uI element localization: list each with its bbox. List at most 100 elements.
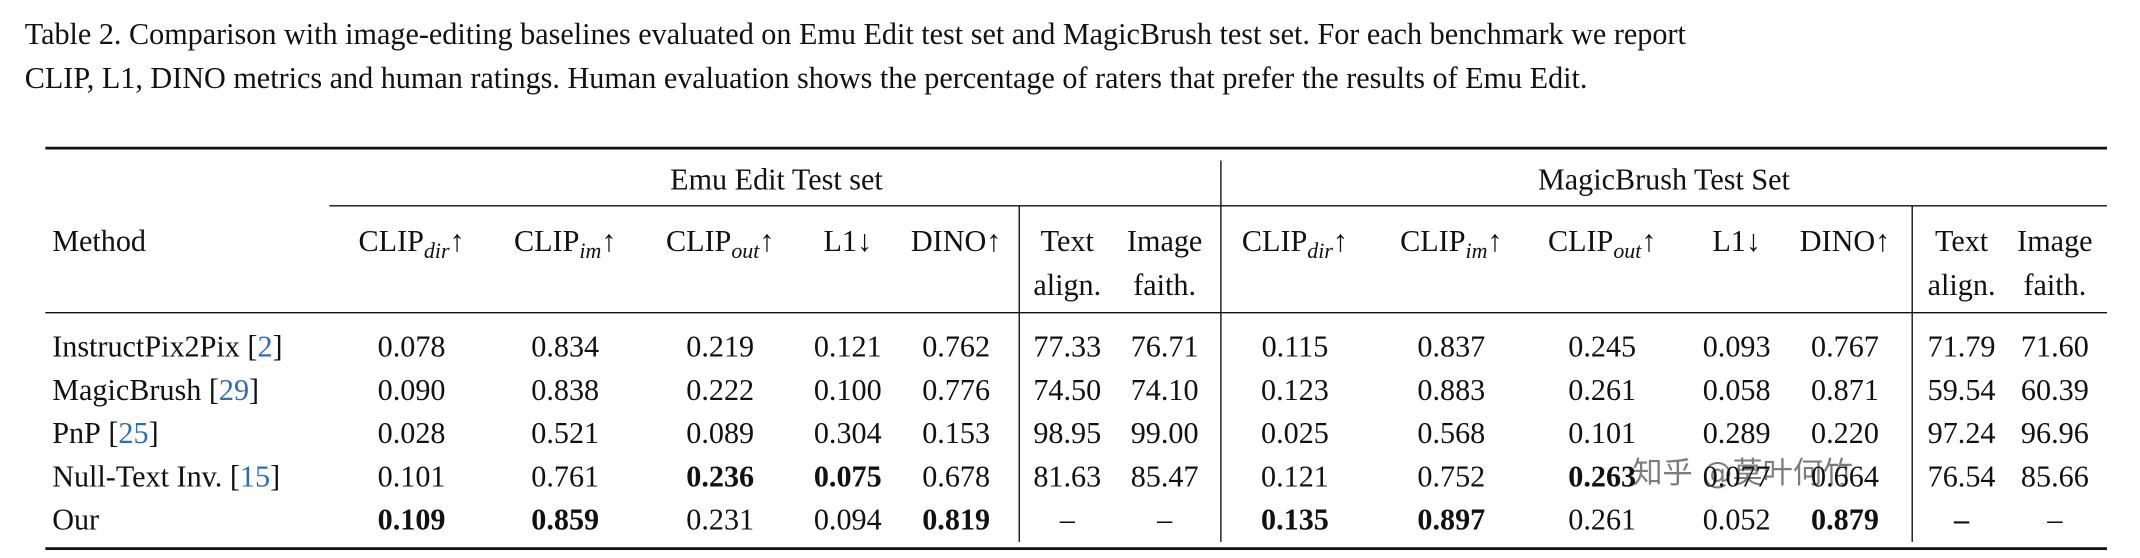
cell: 0.100 xyxy=(814,373,882,407)
column-header: CLIPdir↑ xyxy=(1242,224,1348,263)
cell: – xyxy=(2046,502,2063,536)
cell: 76.71 xyxy=(1131,330,1199,364)
row-method: Our xyxy=(52,502,99,536)
column-header: CLIPim↑ xyxy=(1400,224,1502,263)
cell: 0.837 xyxy=(1417,330,1485,364)
column-header: L1↓ xyxy=(823,224,872,258)
cell: 74.10 xyxy=(1131,373,1199,407)
header-arrow: ↑ xyxy=(601,224,616,258)
cell: 0.871 xyxy=(1811,373,1879,407)
header-arrow: ↑ xyxy=(1487,224,1502,258)
cell: 0.219 xyxy=(686,330,754,364)
cell: 0.263 xyxy=(1568,459,1636,493)
ref-bracket: [ xyxy=(108,416,118,450)
method-name: InstructPix2Pix xyxy=(52,330,240,364)
cell: 0.261 xyxy=(1568,373,1636,407)
cell: 0.101 xyxy=(1568,416,1636,450)
column-header: DINO↑ xyxy=(911,224,1001,258)
header-sub: dir xyxy=(424,238,450,263)
cell: 0.025 xyxy=(1261,416,1329,450)
cell: 0.289 xyxy=(1703,416,1771,450)
cell: 0.135 xyxy=(1261,502,1329,536)
cell: 0.058 xyxy=(1703,373,1771,407)
column-header: L1↓ xyxy=(1712,224,1761,258)
cell: 0.115 xyxy=(1262,330,1329,364)
cell: – xyxy=(1059,502,1076,536)
header-main: CLIP xyxy=(1400,224,1465,258)
group-header: Emu Edit Test set xyxy=(670,162,883,196)
method-name: Our xyxy=(52,502,99,536)
column-header: Image xyxy=(2017,224,2092,258)
cell: 0.101 xyxy=(378,459,446,493)
cell: 0.762 xyxy=(922,330,990,364)
row-method: MagicBrush [29] xyxy=(52,373,259,407)
header-main: DINO xyxy=(1800,224,1875,258)
cell: 85.47 xyxy=(1131,459,1199,493)
cell: 71.79 xyxy=(1928,330,1996,364)
header-main: CLIP xyxy=(1242,224,1307,258)
cell: 0.090 xyxy=(378,373,446,407)
cell: 81.63 xyxy=(1033,459,1101,493)
header-main: CLIP xyxy=(514,224,579,258)
header-sub: out xyxy=(731,238,760,263)
cell: 0.089 xyxy=(686,416,754,450)
header-sub: out xyxy=(1613,238,1642,263)
cell: 0.075 xyxy=(814,459,882,493)
cell: 0.678 xyxy=(922,459,990,493)
cell: 0.077 xyxy=(1703,459,1771,493)
ref-bracket: [ xyxy=(247,330,257,364)
row-method: Null-Text Inv. [15] xyxy=(52,459,280,493)
header-arrow: ↓ xyxy=(857,224,872,258)
cell: 0.767 xyxy=(1811,330,1879,364)
cell: 96.96 xyxy=(2021,416,2089,450)
column-header: align. xyxy=(1033,268,1101,302)
cell: 0.521 xyxy=(531,416,599,450)
cell: 0.568 xyxy=(1417,416,1485,450)
header-main: L1 xyxy=(823,224,857,258)
cell: 0.109 xyxy=(378,502,446,536)
column-header: CLIPout↑ xyxy=(666,224,774,263)
header-arrow: ↑ xyxy=(1875,224,1890,258)
cell: 0.093 xyxy=(1703,330,1771,364)
caption-line: Table 2. Comparison with image-editing b… xyxy=(25,17,1687,51)
cell: 0.664 xyxy=(1811,459,1879,493)
column-header: Method xyxy=(52,224,146,258)
cell: 0.028 xyxy=(378,416,446,450)
cell: 0.245 xyxy=(1568,330,1636,364)
header-main: L1 xyxy=(1712,224,1746,258)
ref-bracket: ] xyxy=(149,416,159,450)
cell: 74.50 xyxy=(1033,373,1101,407)
citation: 15 xyxy=(240,459,270,493)
cell: 0.220 xyxy=(1811,416,1879,450)
header-arrow: ↑ xyxy=(759,224,774,258)
cell: 99.00 xyxy=(1131,416,1199,450)
method-name: Null-Text Inv. xyxy=(52,459,222,493)
cell: 0.236 xyxy=(686,459,754,493)
cell: 0.819 xyxy=(922,502,990,536)
cell: 0.121 xyxy=(814,330,882,364)
header-arrow: ↓ xyxy=(1746,224,1761,258)
column-header: Text xyxy=(1935,224,1989,258)
column-header: Text xyxy=(1041,224,1095,258)
citation: 29 xyxy=(219,373,249,407)
header-arrow: ↑ xyxy=(1333,224,1348,258)
caption-label: Table 2. xyxy=(25,17,122,51)
header-main: CLIP xyxy=(1548,224,1613,258)
cell: 98.95 xyxy=(1033,416,1101,450)
cell: 76.54 xyxy=(1928,459,1996,493)
cell: 0.261 xyxy=(1568,502,1636,536)
caption-line: CLIP, L1, DINO metrics and human ratings… xyxy=(25,61,1588,95)
ref-bracket: ] xyxy=(273,330,283,364)
cell: 0.153 xyxy=(922,416,990,450)
cell: 97.24 xyxy=(1928,416,1996,450)
cell: 0.761 xyxy=(531,459,599,493)
cell: 0.752 xyxy=(1417,459,1485,493)
watermark: 知乎 @莫叶何竹 xyxy=(1632,456,1853,491)
cell: – xyxy=(1953,502,1970,536)
cell: 0.121 xyxy=(1261,459,1329,493)
citation: 2 xyxy=(257,330,272,364)
cell: 0.052 xyxy=(1703,502,1771,536)
cell: 0.231 xyxy=(686,502,754,536)
caption-text: Comparison with image-editing baselines … xyxy=(129,17,1686,51)
